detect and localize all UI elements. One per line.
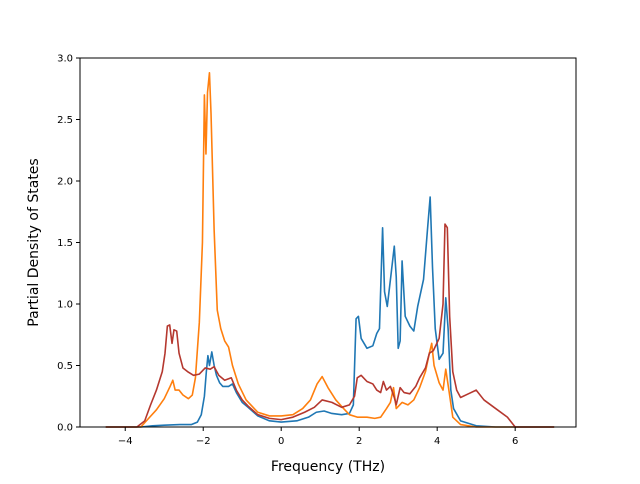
x-tick-label: 6 — [512, 436, 518, 447]
series-line-1 — [105, 196, 555, 428]
y-axis-label: Partial Density of States — [26, 158, 42, 326]
series-line-3 — [105, 223, 555, 428]
x-tick-label: 2 — [356, 436, 362, 447]
y-tick-label: 0.0 — [57, 423, 73, 434]
x-axis: −4 −2 0 2 4 6 — [118, 427, 518, 447]
x-tick-label: 4 — [434, 436, 440, 447]
series-layer — [105, 71, 555, 428]
y-axis: 0.0 0.5 1.0 1.5 2.0 2.5 3.0 — [57, 54, 80, 434]
y-tick-label: 1.0 — [57, 300, 73, 311]
x-tick-label: −4 — [118, 436, 133, 447]
y-tick-label: 2.0 — [57, 177, 73, 188]
y-tick-label: 0.5 — [57, 361, 73, 372]
y-tick-label: 3.0 — [57, 54, 73, 65]
x-tick-label: 0 — [278, 436, 284, 447]
y-tick-label: 1.5 — [57, 238, 73, 249]
x-axis-label: Frequency (THz) — [271, 459, 385, 475]
y-tick-label: 2.5 — [57, 115, 73, 126]
x-tick-label: −2 — [196, 436, 211, 447]
